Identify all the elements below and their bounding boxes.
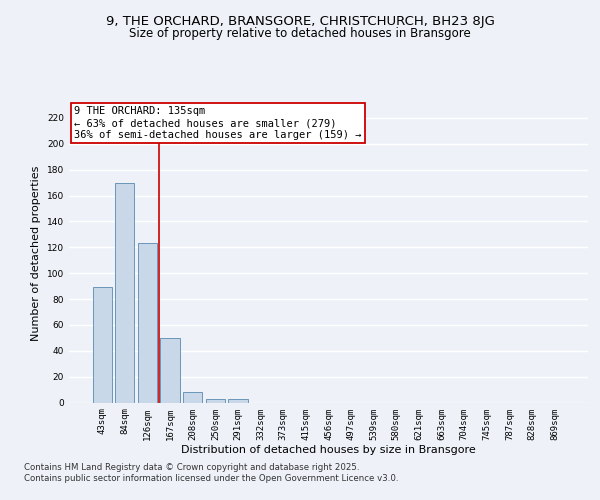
Text: Contains HM Land Registry data © Crown copyright and database right 2025.: Contains HM Land Registry data © Crown c…: [24, 462, 359, 471]
Text: 9 THE ORCHARD: 135sqm
← 63% of detached houses are smaller (279)
36% of semi-det: 9 THE ORCHARD: 135sqm ← 63% of detached …: [74, 106, 362, 140]
Bar: [206, 398, 225, 402]
Bar: [160, 338, 180, 402]
X-axis label: Distribution of detached houses by size in Bransgore: Distribution of detached houses by size …: [181, 445, 476, 455]
Bar: [115, 182, 134, 402]
Bar: [229, 398, 248, 402]
Bar: [183, 392, 202, 402]
Text: Size of property relative to detached houses in Bransgore: Size of property relative to detached ho…: [129, 28, 471, 40]
Bar: [138, 244, 157, 402]
Text: Contains public sector information licensed under the Open Government Licence v3: Contains public sector information licen…: [24, 474, 398, 483]
Text: 9, THE ORCHARD, BRANSGORE, CHRISTCHURCH, BH23 8JG: 9, THE ORCHARD, BRANSGORE, CHRISTCHURCH,…: [106, 15, 494, 28]
Y-axis label: Number of detached properties: Number of detached properties: [31, 166, 41, 342]
Bar: [92, 288, 112, 403]
